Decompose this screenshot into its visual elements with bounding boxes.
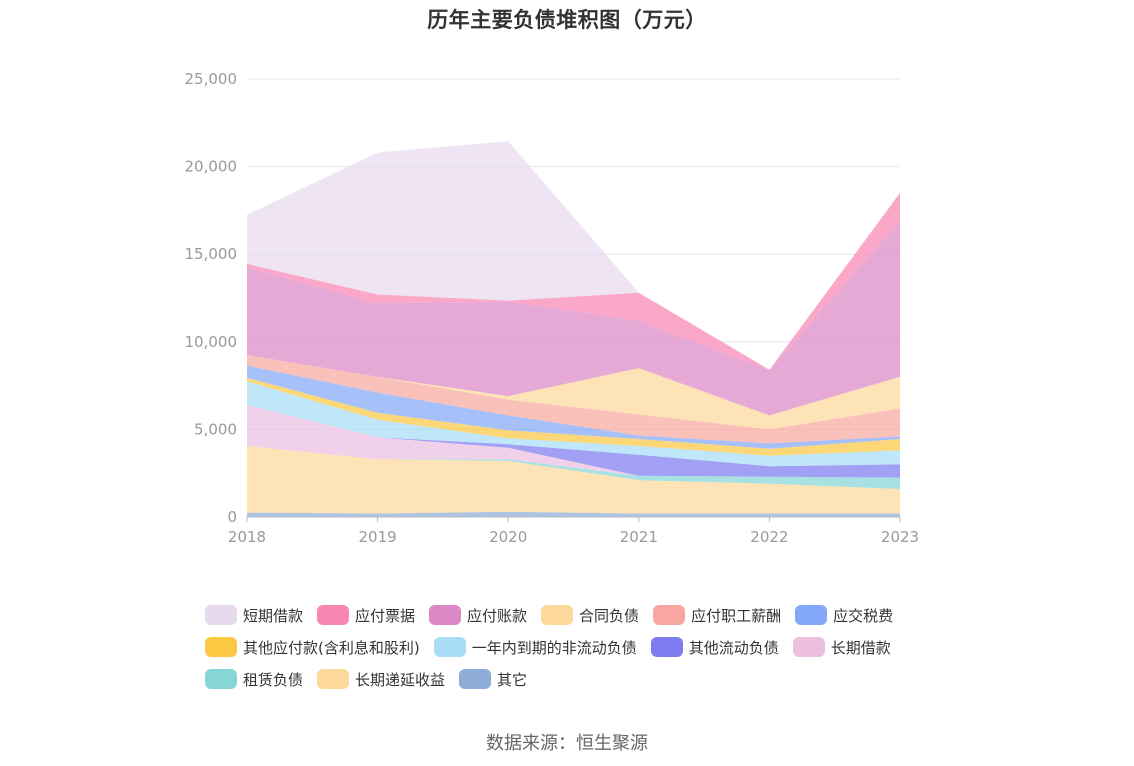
area-series-一年内到期的非流动负债[interactable] <box>247 381 900 467</box>
area-series-应交税费[interactable] <box>247 365 900 449</box>
legend-label: 一年内到期的非流动负债 <box>471 638 637 657</box>
legend-label: 其他流动负债 <box>688 638 779 657</box>
area-series-其它[interactable] <box>247 511 900 517</box>
legend-swatch <box>653 605 686 625</box>
legend-swatch <box>459 669 492 689</box>
legend-swatch <box>205 605 237 625</box>
stacked-area-chart: 0 5,000 10,000 15,000 20,000 25,000 2018 2019 20… <box>185 70 920 546</box>
legend-item-长期递延收益[interactable]: 长期递延收益 <box>317 669 445 690</box>
y-tick-label: 15,000 <box>185 245 238 263</box>
legend-label: 长期借款 <box>830 638 891 657</box>
legend-swatch <box>205 637 237 657</box>
legend-item-租赁负债[interactable]: 租赁负债 <box>205 669 303 690</box>
area-series-短期借款[interactable] <box>247 141 900 370</box>
legend-row-3: 租赁负债 长期递延收益 其它 <box>205 663 965 695</box>
legend-item-应付账款[interactable]: 应付账款 <box>429 605 527 626</box>
area-series-layer <box>247 141 900 517</box>
legend-swatch <box>205 669 237 689</box>
x-tick-label: 2023 <box>881 528 919 546</box>
legend-item-应付职工薪酬[interactable]: 应付职工薪酬 <box>653 605 781 626</box>
data-source: 数据来源：恒生聚源 <box>486 733 648 754</box>
x-tick-label: 2020 <box>489 528 527 546</box>
legend-label: 应交税费 <box>833 606 894 625</box>
x-tick-label: 2022 <box>750 528 788 546</box>
legend-row-1: 短期借款 应付票据 应付账款 合同负债 应付职工薪酬 应交税费 <box>205 599 965 631</box>
legend-item-应交税费[interactable]: 应交税费 <box>795 605 893 626</box>
legend-item-其他应付款(含利息和股利)[interactable]: 其他应付款(含利息和股利) <box>205 637 420 658</box>
y-tick-label: 25,000 <box>185 70 238 88</box>
legend-label: 应付职工薪酬 <box>691 606 782 625</box>
area-series-合同负债[interactable] <box>247 354 900 430</box>
legend-label: 短期借款 <box>243 606 304 625</box>
legend-item-长期借款[interactable]: 长期借款 <box>792 637 891 658</box>
area-series-应付职工薪酬[interactable] <box>247 354 900 444</box>
legend-label: 长期递延收益 <box>355 670 446 689</box>
legend-item-短期借款[interactable]: 短期借款 <box>205 605 303 626</box>
x-tick-label: 2021 <box>620 528 658 546</box>
y-tick-label: 20,000 <box>185 158 238 176</box>
legend-item-应付票据[interactable]: 应付票据 <box>317 605 415 626</box>
chart-title: 历年主要负债堆积图（万元） <box>427 8 707 32</box>
legend-swatch <box>429 605 462 625</box>
legend-swatch <box>317 669 350 689</box>
legend-label: 应付票据 <box>355 606 416 625</box>
area-series-其他流动负债[interactable] <box>247 404 900 478</box>
legend-swatch <box>433 637 466 657</box>
x-tick-label: 2018 <box>228 528 266 546</box>
area-series-长期借款[interactable] <box>247 404 900 478</box>
legend-swatch <box>792 637 825 657</box>
legend-label: 其它 <box>497 670 528 689</box>
legend: 短期借款 应付票据 应付账款 合同负债 应付职工薪酬 应交税费 其他应付款(含利息和股利)… <box>205 599 965 695</box>
legend-swatch <box>650 637 683 657</box>
legend-item-合同负债[interactable]: 合同负债 <box>541 605 639 626</box>
legend-item-一年内到期的非流动负债[interactable]: 一年内到期的非流动负债 <box>433 637 637 658</box>
legend-swatch <box>795 605 828 625</box>
y-tick-label: 5,000 <box>194 420 237 438</box>
legend-swatch <box>317 605 350 625</box>
y-tick-label: 0 <box>227 508 237 526</box>
area-series-其他应付款(含利息和股利)[interactable] <box>247 377 900 456</box>
legend-item-其它[interactable]: 其它 <box>459 669 527 690</box>
legend-label: 应付账款 <box>467 606 528 625</box>
legend-row-2: 其他应付款(含利息和股利) 一年内到期的非流动负债 其他流动负债 长期借款 <box>205 631 965 663</box>
area-series-长期递延收益[interactable] <box>247 446 900 514</box>
axis-layer: 0 5,000 10,000 15,000 20,000 25,000 2018 2019 20… <box>185 70 920 546</box>
legend-label: 合同负债 <box>579 606 640 625</box>
legend-swatch <box>541 605 574 625</box>
area-series-应付账款[interactable] <box>247 220 900 416</box>
y-tick-label: 10,000 <box>185 333 238 351</box>
legend-label: 租赁负债 <box>243 670 304 689</box>
x-tick-label: 2019 <box>359 528 397 546</box>
legend-item-其他流动负债[interactable]: 其他流动负债 <box>650 637 779 658</box>
legend-label: 其他应付款(含利息和股利) <box>243 638 420 657</box>
